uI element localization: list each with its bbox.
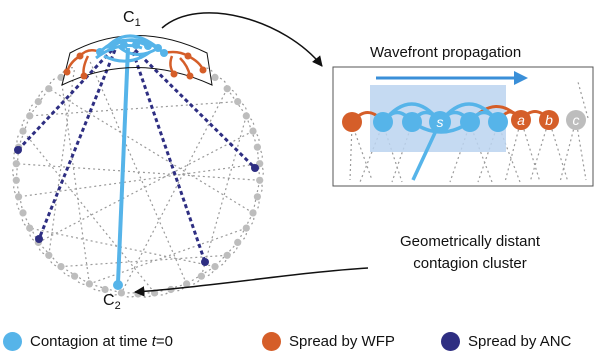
network-node xyxy=(12,176,20,184)
network-edge xyxy=(48,67,76,256)
anc-swatch-icon xyxy=(441,331,460,351)
legend-wfp: Spread by WFP xyxy=(262,330,395,352)
network-node xyxy=(101,285,109,294)
annotation-line-1: Geometrically distant xyxy=(400,233,541,250)
network-node xyxy=(26,112,34,120)
network-edge xyxy=(60,77,90,284)
network-edge xyxy=(88,59,188,285)
network-node xyxy=(223,85,231,93)
label-c: c xyxy=(573,112,580,128)
network-node xyxy=(45,251,53,259)
long-range-contagion-edge xyxy=(116,47,130,284)
network-node xyxy=(34,98,42,106)
inset-node-c xyxy=(566,110,586,130)
network-node xyxy=(26,224,34,232)
network-edges xyxy=(12,59,264,298)
network-edge xyxy=(22,130,156,294)
wavefront-arrow xyxy=(376,71,528,85)
annotation-line-2: contagion cluster xyxy=(413,255,526,272)
c1-contagion-edges xyxy=(95,34,165,63)
wfp-swatch-icon xyxy=(262,331,281,351)
network-node xyxy=(19,127,27,135)
network-node xyxy=(57,73,65,81)
network-node xyxy=(12,160,20,168)
network-node xyxy=(211,73,219,81)
network-node xyxy=(45,85,53,93)
network-node xyxy=(223,251,231,259)
network-edge xyxy=(89,227,247,285)
network-node xyxy=(256,176,264,184)
inset-node-b xyxy=(539,110,559,130)
network-node xyxy=(19,209,27,217)
network-node xyxy=(242,224,250,232)
contagion-swatch-icon xyxy=(3,331,22,351)
network-node xyxy=(211,263,219,271)
inset-contagion-node xyxy=(488,112,508,132)
network-node xyxy=(71,272,79,280)
network-node xyxy=(57,263,65,271)
anc-edges xyxy=(16,48,257,263)
network-node xyxy=(234,98,242,106)
label-c2: C2 xyxy=(103,292,121,312)
legend-anc-label: Spread by ANC xyxy=(468,332,572,350)
network-node xyxy=(253,143,261,151)
annotation-arrow xyxy=(133,267,369,297)
network-edge xyxy=(29,101,238,117)
network-edge xyxy=(200,115,247,277)
network-node xyxy=(249,209,257,217)
network-edge xyxy=(120,88,228,294)
legend-contagion: Contagion at time t=0 xyxy=(3,330,173,352)
network-nodes xyxy=(12,73,264,298)
inset-contagion-node xyxy=(402,112,422,132)
inset-nodes xyxy=(342,110,586,133)
inset-contagion-node xyxy=(373,112,393,132)
c2-node xyxy=(113,280,123,290)
network-node xyxy=(197,272,205,280)
network-edge xyxy=(29,227,216,268)
c1-highlight-box xyxy=(61,35,213,86)
network-node xyxy=(242,112,250,120)
inset-node-labels: s a b c xyxy=(437,112,580,130)
anc-nodes xyxy=(14,146,259,266)
c1-contagion-nodes xyxy=(96,41,168,57)
inset-node-a xyxy=(511,110,531,130)
c1-wfp-nodes xyxy=(63,52,207,80)
network-node xyxy=(253,193,261,201)
network-node xyxy=(249,127,257,135)
inset-wfp-node-left xyxy=(342,112,362,132)
legend-contagion-label: Contagion at time t=0 xyxy=(30,332,174,350)
label-b: b xyxy=(545,112,553,128)
network-node xyxy=(117,289,125,297)
network-edge xyxy=(18,163,260,198)
legend-wfp-label: Spread by WFP xyxy=(289,332,395,350)
zoom-arrow xyxy=(161,12,323,67)
network-edge xyxy=(38,130,254,243)
label-s: s xyxy=(437,114,444,130)
network-node xyxy=(15,193,23,201)
label-a: a xyxy=(517,112,525,128)
legend-anc: Spread by ANC xyxy=(441,330,601,352)
label-c1: C1 xyxy=(123,9,141,29)
inset-title: Wavefront propagation xyxy=(370,44,521,61)
inset-node-s xyxy=(429,111,451,133)
network-node xyxy=(85,280,93,288)
inset-contagion-node xyxy=(460,112,480,132)
network-node xyxy=(234,238,242,246)
network-node xyxy=(183,280,191,288)
